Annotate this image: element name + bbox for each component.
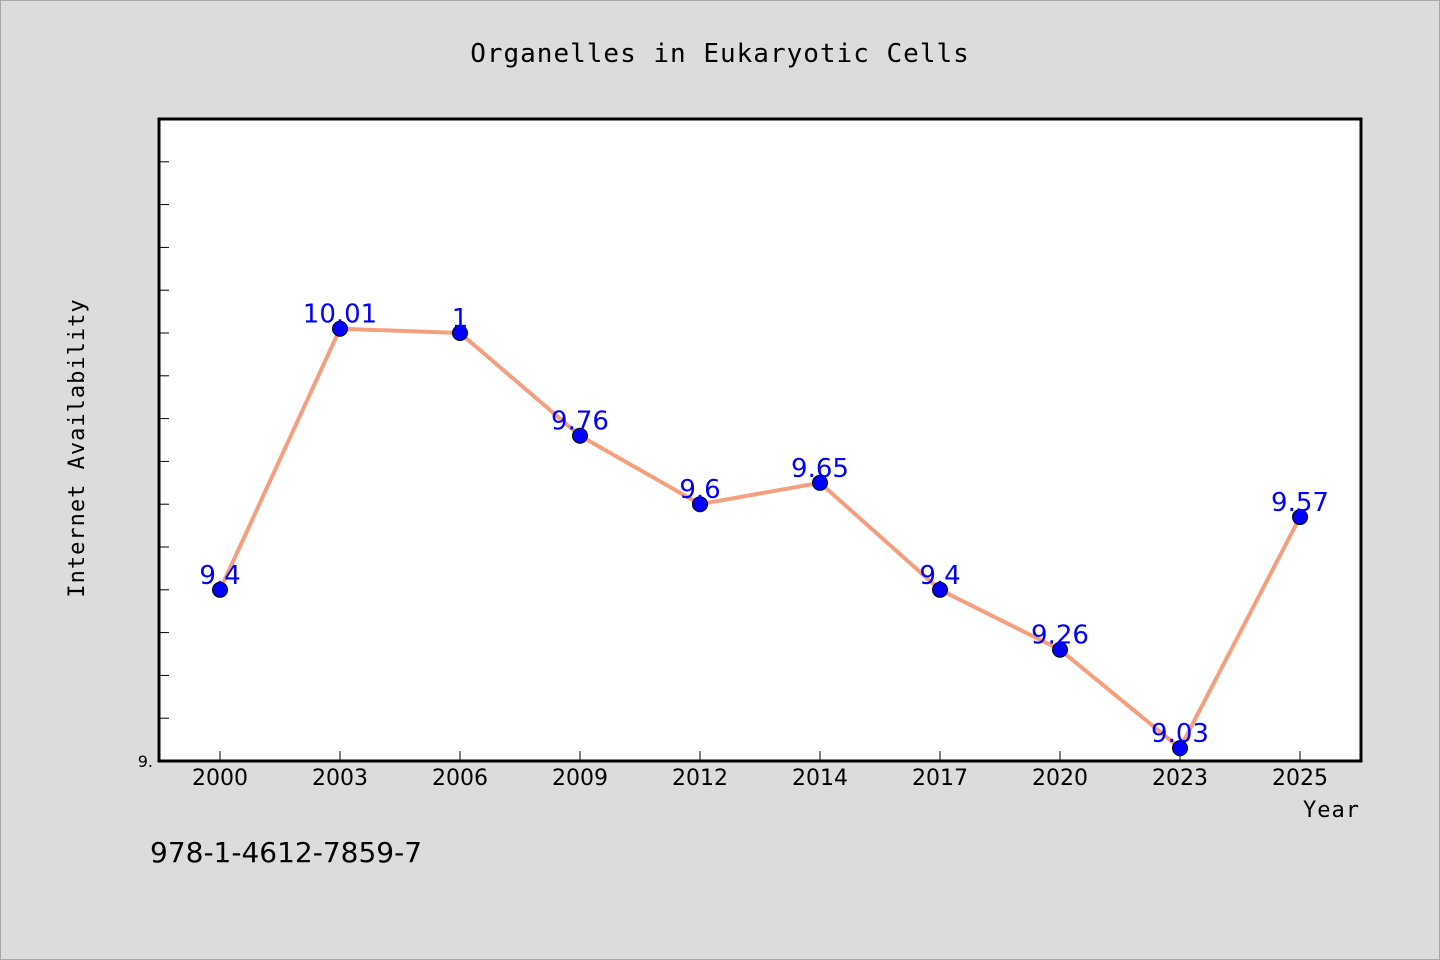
y-tick-label: 9. bbox=[138, 752, 153, 771]
x-tick-label: 2020 bbox=[1032, 766, 1088, 791]
x-tick-label: 2017 bbox=[912, 766, 968, 791]
x-tick-label: 2012 bbox=[672, 766, 728, 791]
x-tick-label: 2009 bbox=[552, 766, 608, 791]
data-point bbox=[1052, 641, 1068, 658]
x-tick-label: 2025 bbox=[1272, 766, 1328, 791]
data-point bbox=[212, 581, 228, 598]
data-point bbox=[932, 581, 948, 598]
y-axis-ticks: 9. bbox=[138, 161, 169, 771]
x-tick-label: 2014 bbox=[792, 766, 848, 791]
data-label: 9.76 bbox=[551, 407, 609, 437]
data-label: 9.4 bbox=[199, 561, 240, 591]
data-label: 9.4 bbox=[919, 561, 960, 591]
x-tick-label: 2000 bbox=[192, 766, 248, 791]
data-label: 1 bbox=[452, 304, 469, 334]
data-label: 9.6 bbox=[679, 475, 720, 505]
x-tick-label: 2006 bbox=[432, 766, 488, 791]
data-point bbox=[1172, 740, 1188, 757]
y-axis-label: Internet Availability bbox=[65, 298, 90, 597]
data-point bbox=[572, 427, 588, 444]
isbn-text: 978-1-4612-7859-7 bbox=[150, 836, 422, 869]
x-tick-label: 2003 bbox=[312, 766, 368, 791]
data-point bbox=[1292, 509, 1308, 526]
data-point bbox=[332, 320, 348, 337]
data-label: 9.57 bbox=[1271, 488, 1329, 518]
data-point bbox=[452, 325, 468, 341]
x-axis-ticks: 2000 2003 2006 2009 2012 2014 2017 2020 2023 2025 bbox=[192, 751, 1328, 791]
data-label: 9.26 bbox=[1031, 621, 1089, 651]
chart-title: Organelles in Eukaryotic Cells bbox=[470, 39, 970, 69]
data-point bbox=[692, 496, 708, 513]
data-label: 9.03 bbox=[1151, 719, 1209, 749]
x-axis-label: Year bbox=[1303, 798, 1360, 823]
plot-area bbox=[157, 117, 1363, 763]
data-label: 10.01 bbox=[303, 300, 377, 330]
data-point bbox=[812, 474, 828, 491]
x-tick-label: 2023 bbox=[1152, 766, 1208, 791]
series-line bbox=[218, 326, 1302, 751]
series-layer: 9.4 10.01 1 9.76 9.6 9.65 9.4 9.26 9.03 9.57 bbox=[199, 300, 1329, 757]
data-label: 9.65 bbox=[791, 454, 849, 484]
